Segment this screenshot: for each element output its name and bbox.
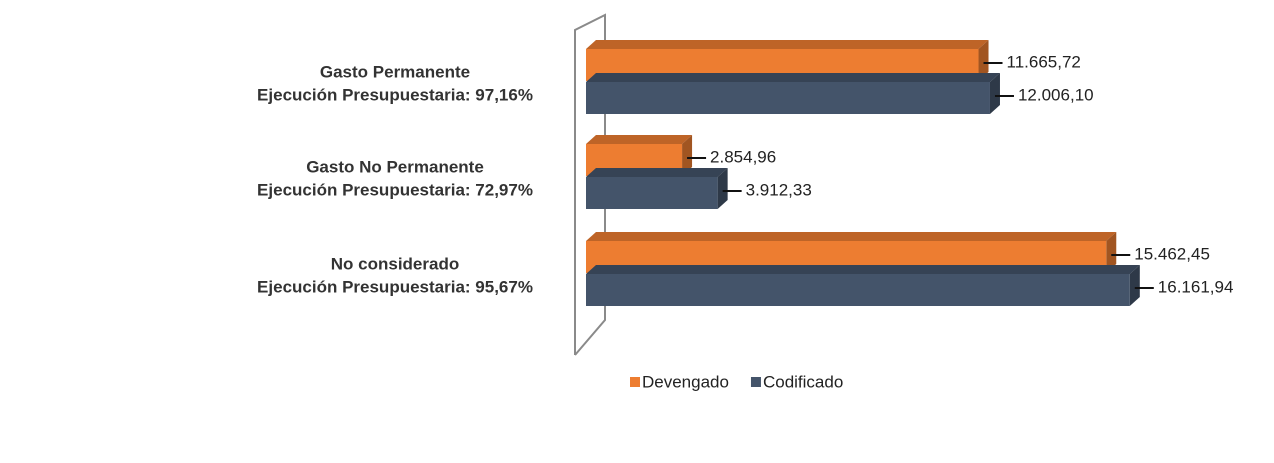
value-label: 3.912,33 <box>746 180 812 199</box>
value-label: 2.854,96 <box>710 147 776 166</box>
bar-top <box>586 232 1117 241</box>
bar <box>586 274 1130 306</box>
legend-swatch <box>750 377 761 387</box>
value-label: 16.161,94 <box>1158 277 1234 296</box>
bar-top <box>586 168 728 177</box>
category-label: No considerado <box>331 254 459 273</box>
bar-top <box>586 135 693 144</box>
value-label: 11.665,72 <box>1007 52 1081 71</box>
value-label: 12.006,10 <box>1018 85 1094 104</box>
category-label: Ejecución Presupuestaria: 97,16% <box>257 85 533 104</box>
bar-side <box>717 168 728 209</box>
bar <box>586 82 990 114</box>
bar-top <box>586 265 1140 274</box>
category-label: Gasto Permanente <box>320 62 470 81</box>
category-label: Ejecución Presupuestaria: 72,97% <box>257 180 533 199</box>
back-wall <box>574 13 606 356</box>
legend-label: Codificado <box>763 372 843 391</box>
category-label: Gasto No Permanente <box>306 157 484 176</box>
value-label: 15.462,45 <box>1134 244 1210 263</box>
bar-top <box>586 40 989 49</box>
bar-side <box>1129 265 1140 306</box>
legend-swatch <box>630 377 640 387</box>
bar-side <box>989 73 1000 114</box>
bar-side <box>682 135 693 176</box>
bar-side <box>1106 232 1117 273</box>
bar <box>586 177 718 209</box>
bar-top <box>586 73 1000 82</box>
category-label: Ejecución Presupuestaria: 95,67% <box>257 277 533 296</box>
bar-side <box>978 40 989 81</box>
legend-label: Devengado <box>642 372 729 391</box>
